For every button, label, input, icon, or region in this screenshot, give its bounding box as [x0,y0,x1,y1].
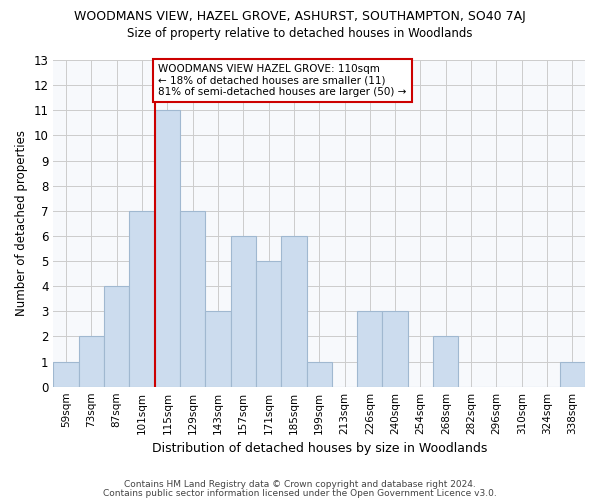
Bar [130,211,155,386]
Bar [281,236,307,386]
Bar [307,362,332,386]
Bar [180,211,205,386]
X-axis label: Distribution of detached houses by size in Woodlands: Distribution of detached houses by size … [152,442,487,455]
Bar [53,362,79,386]
Bar [560,362,585,386]
Bar [79,336,104,386]
Text: Size of property relative to detached houses in Woodlands: Size of property relative to detached ho… [127,28,473,40]
Text: Contains public sector information licensed under the Open Government Licence v3: Contains public sector information licen… [103,490,497,498]
Bar [382,312,408,386]
Text: Contains HM Land Registry data © Crown copyright and database right 2024.: Contains HM Land Registry data © Crown c… [124,480,476,489]
Text: WOODMANS VIEW, HAZEL GROVE, ASHURST, SOUTHAMPTON, SO40 7AJ: WOODMANS VIEW, HAZEL GROVE, ASHURST, SOU… [74,10,526,23]
Bar [433,336,458,386]
Bar [256,261,281,386]
Bar [357,312,382,386]
Bar [104,286,130,386]
Bar [230,236,256,386]
Y-axis label: Number of detached properties: Number of detached properties [15,130,28,316]
Bar [205,312,230,386]
Text: WOODMANS VIEW HAZEL GROVE: 110sqm
← 18% of detached houses are smaller (11)
81% : WOODMANS VIEW HAZEL GROVE: 110sqm ← 18% … [158,64,407,97]
Bar [155,110,180,386]
